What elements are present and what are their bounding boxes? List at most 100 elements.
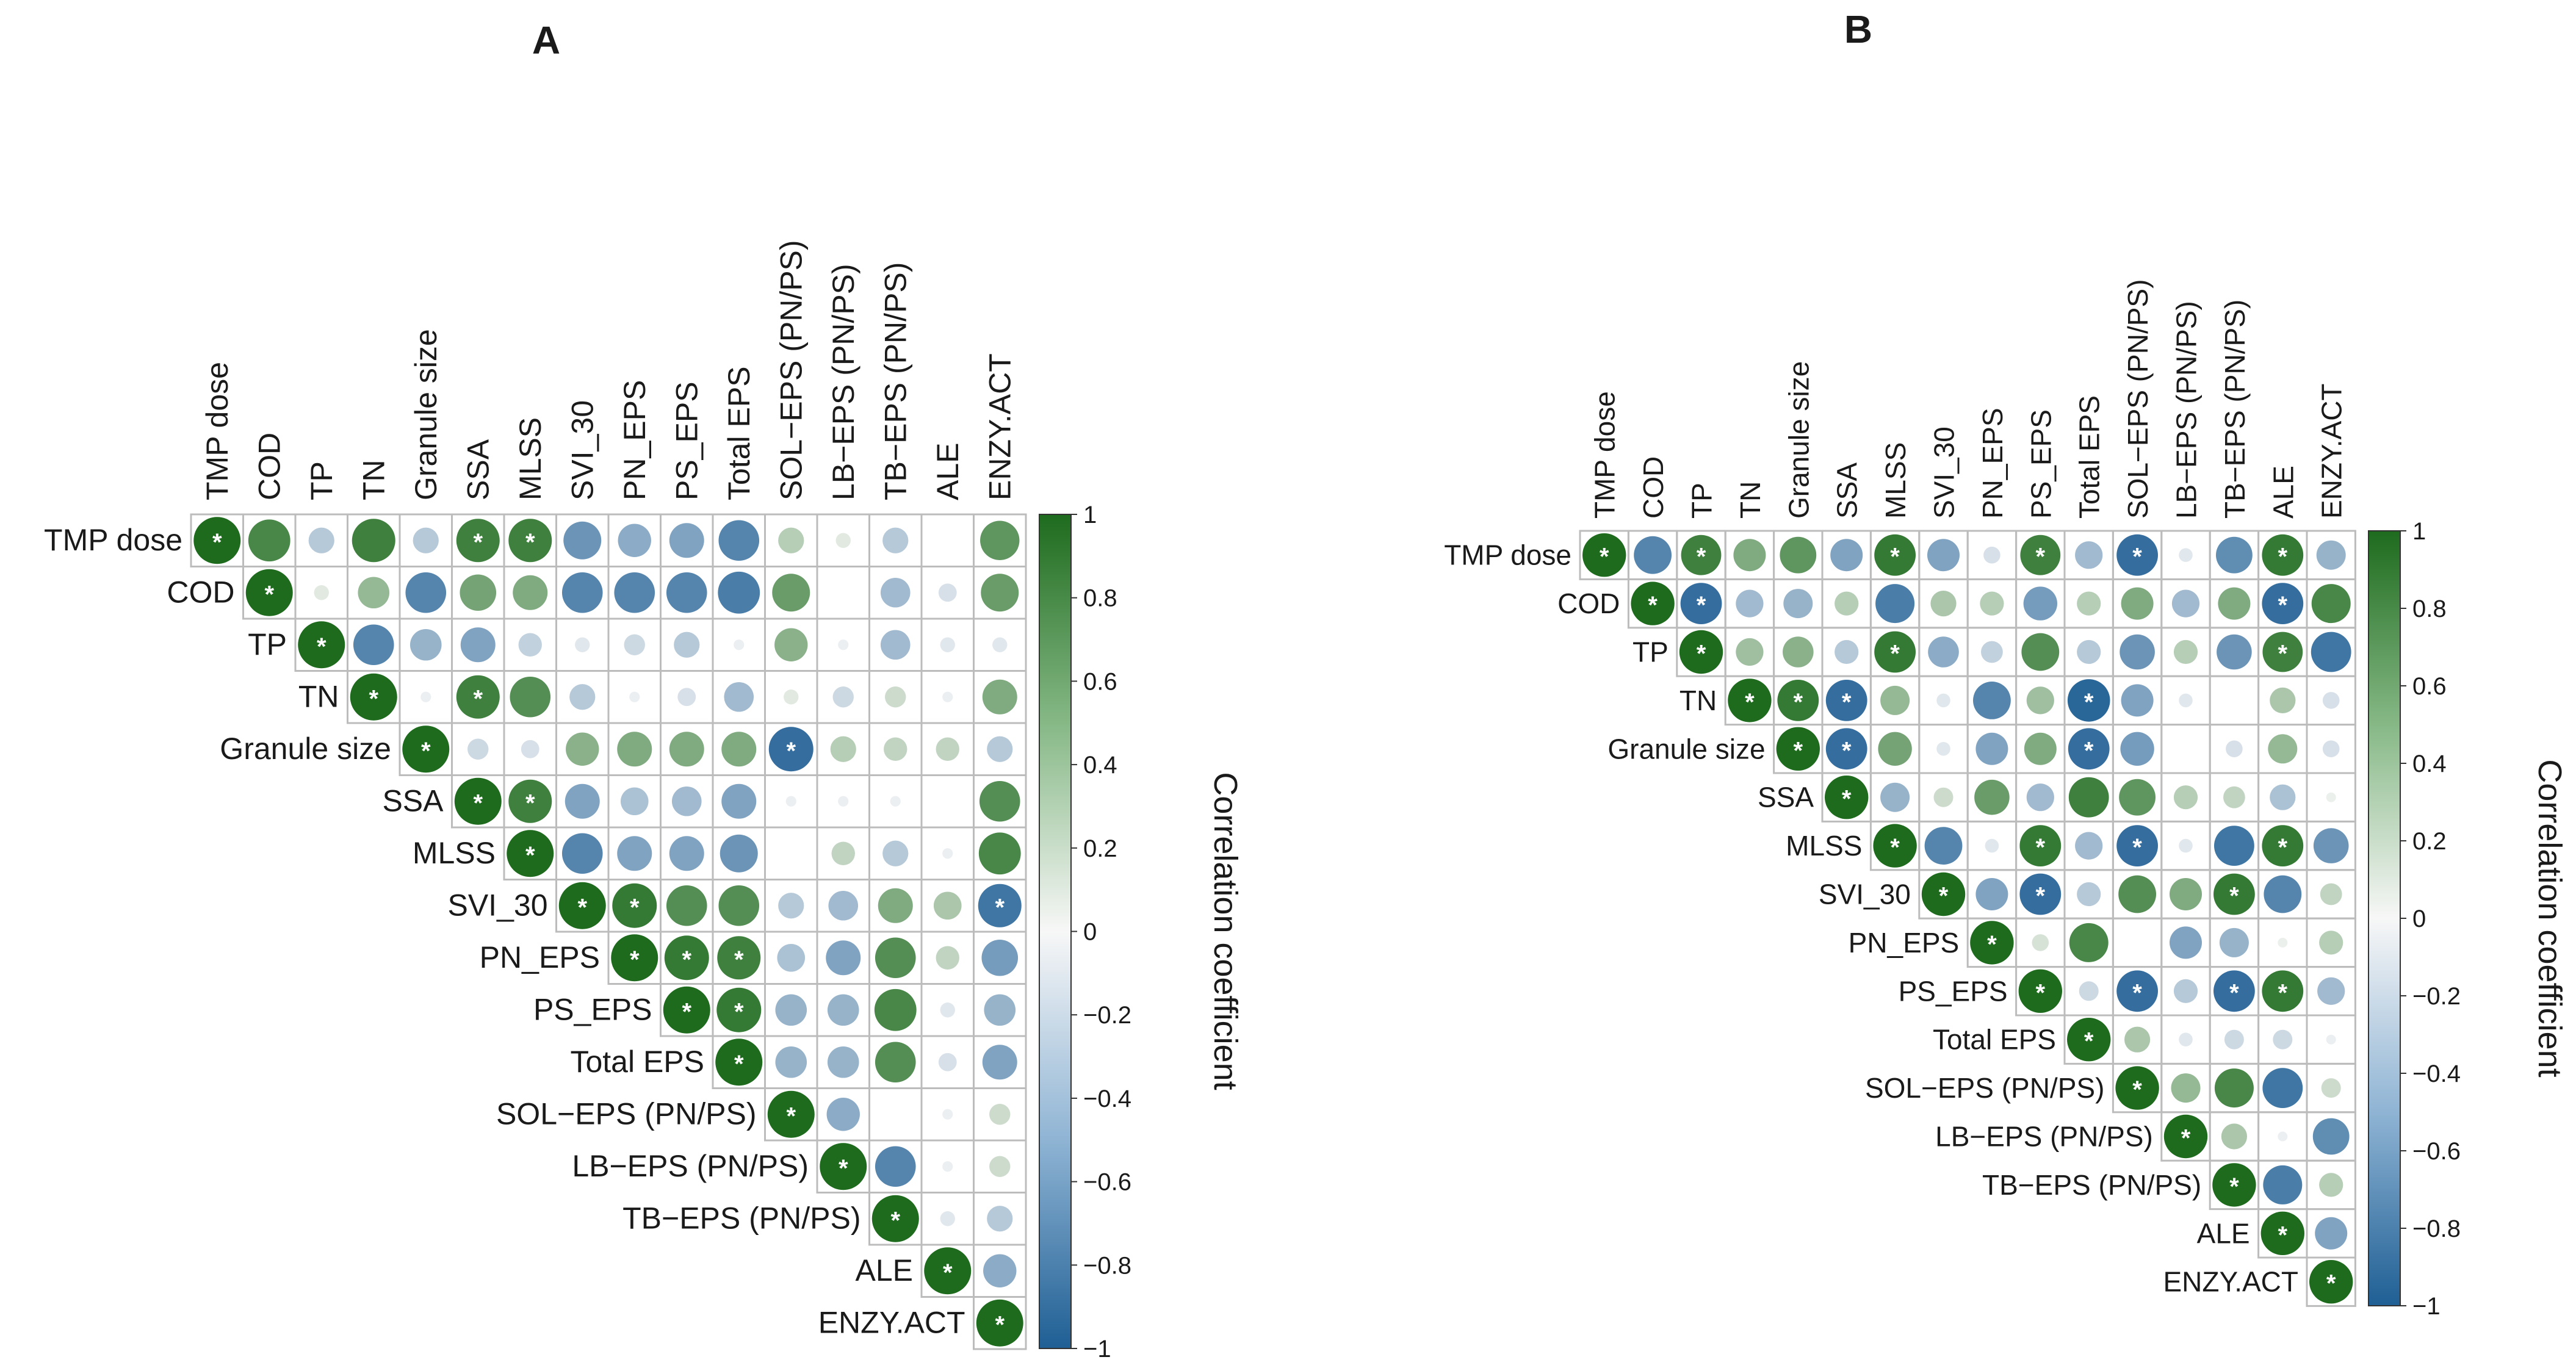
corr-circle-2-15 [992, 637, 1008, 652]
row-label-6: MLSS [1786, 830, 1862, 862]
cell-0-14 [920, 513, 975, 567]
corr-circle-5-12 [838, 796, 849, 807]
column-label-7: SVI_30 [1928, 427, 1960, 519]
significance-star-5-6: * [525, 790, 535, 816]
panel-a-column-labels: TMP dose COD TP TN Granule size SSA MLSS SVI_30… [200, 240, 1017, 500]
panel-b-title: B [1844, 7, 1872, 51]
corr-circle-14-15 [2315, 1217, 2348, 1250]
corr-circle-12-13 [875, 1146, 916, 1187]
corr-circle-1-9 [2023, 586, 2057, 621]
panel-a-legend: Correlation coefficient 1 0.8 0.6 0.4 0.2 0 −0… [1039, 502, 1244, 1363]
panel-a-title: A [532, 18, 560, 62]
corr-circle-7-12 [2170, 878, 2202, 910]
corr-circle-11-14 [2262, 1068, 2303, 1108]
column-label-3: TN [356, 459, 391, 500]
row-label-7: SVI_30 [447, 888, 547, 922]
corr-circle-2-10 [2077, 639, 2101, 664]
significance-star-7-9: * [2036, 883, 2046, 910]
legend-tick-label-1: 0.8 [2412, 596, 2447, 622]
corr-circle-6-8 [617, 836, 652, 871]
row-label-5: SSA [1758, 782, 1814, 813]
corr-circle-3-12 [2179, 693, 2193, 708]
column-label-11: SOL−EPS (PN/PS) [774, 240, 808, 500]
corr-circle-4-9 [669, 732, 704, 767]
significance-star-0-5: * [473, 529, 483, 556]
corr-circle-8-8 [611, 934, 658, 982]
corr-circle-1-4 [405, 572, 447, 613]
corr-circle-10-12 [827, 1046, 859, 1078]
corr-circle-4-11 [768, 727, 814, 772]
corr-circle-8-10 [2069, 923, 2109, 962]
corr-circle-5-10 [2068, 777, 2109, 818]
panel-b-circles: * * * * * * * * * * * * * * * * * * * * * * * * * * * * * * * * * * * * * * [1582, 533, 2353, 1304]
column-label-14: ALE [931, 442, 965, 500]
significance-star-8-8: * [1987, 931, 1997, 958]
significance-star-3-4: * [1794, 689, 1803, 716]
corr-circle-11-15 [989, 1104, 1011, 1125]
corr-circle-1-3 [1736, 589, 1764, 617]
significance-star-2-2: * [317, 633, 327, 660]
corr-circle-3-15 [982, 679, 1017, 715]
legend-tick-label-10: −1 [1083, 1336, 1111, 1363]
corr-circle-6-13 [882, 840, 909, 866]
corr-circle-10-14 [2273, 1029, 2293, 1049]
corr-circle-3-3 [350, 673, 397, 721]
significance-star-0-2: * [1697, 544, 1706, 571]
corr-circle-4-14 [936, 737, 959, 761]
legend-tick-label-10: −1 [2412, 1293, 2441, 1320]
cell-8-11 [2112, 917, 2163, 968]
column-label-13: TB−EPS (PN/PS) [2219, 300, 2251, 519]
corr-circle-5-13 [890, 796, 901, 807]
corr-circle-5-8 [1974, 779, 2010, 815]
corr-circle-13-14 [2263, 1165, 2303, 1204]
corr-circle-10-14 [938, 1053, 957, 1071]
corr-circle-0-0 [193, 517, 241, 564]
corr-circle-1-8 [614, 572, 655, 613]
corr-circle-6-14 [2262, 825, 2304, 866]
significance-star-1-2: * [1697, 592, 1706, 619]
corr-circle-1-1 [1631, 581, 1675, 625]
corr-circle-9-13 [2213, 970, 2255, 1012]
panel-b: B * * * * * ** * ** * ** * * ** * *** * * ** * *** * * *******… [1444, 7, 2568, 1320]
legend-tick-label-6: −0.2 [2412, 983, 2461, 1010]
legend-tick-label-3: 0.4 [2412, 751, 2447, 777]
legend-tick-label-1: 0.8 [1083, 585, 1117, 612]
significance-star-4-4: * [1794, 737, 1803, 764]
corr-circle-8-9 [2032, 934, 2049, 951]
corr-circle-5-7 [1933, 787, 1954, 807]
corr-circle-0-9 [2020, 535, 2061, 575]
corr-circle-8-15 [981, 939, 1019, 976]
legend-tick-label-9: −0.8 [2412, 1215, 2461, 1242]
corr-circle-2-14 [2262, 632, 2303, 672]
legend-tick-label-4: 0.2 [1083, 835, 1117, 862]
corr-circle-5-9 [671, 786, 702, 816]
corr-circle-7-11 [778, 893, 804, 919]
column-label-2: TP [1686, 483, 1718, 519]
legend-tick-label-3: 0.4 [1083, 752, 1117, 779]
corr-circle-0-3 [352, 519, 395, 563]
corr-circle-13-14 [940, 1211, 955, 1226]
row-label-3: TN [298, 679, 339, 713]
corr-circle-6-12 [2179, 838, 2193, 853]
corr-circle-9-11 [2116, 970, 2159, 1012]
row-label-13: TB−EPS (PN/PS) [622, 1201, 860, 1235]
corr-circle-5-5 [454, 777, 502, 825]
corr-circle-13-13 [2212, 1163, 2256, 1207]
legend-tick-label-2: 0.6 [2412, 673, 2447, 700]
column-label-12: LB−EPS (PN/PS) [2171, 301, 2203, 519]
corr-circle-5-9 [2026, 783, 2054, 812]
significance-star-6-9: * [2036, 834, 2046, 861]
column-label-7: SVI_30 [565, 400, 599, 500]
corr-circle-11-13 [2214, 1068, 2254, 1108]
column-label-6: MLSS [1880, 442, 1911, 519]
legend-tick-label-9: −0.8 [1083, 1252, 1131, 1279]
corr-circle-10-11 [775, 1046, 807, 1078]
cell-15-15 [973, 1296, 1027, 1350]
row-label-12: LB−EPS (PN/PS) [572, 1149, 809, 1183]
significance-star-7-8: * [630, 894, 640, 921]
corr-circle-8-15 [2319, 931, 2343, 955]
corr-circle-5-13 [2223, 786, 2245, 808]
column-label-9: PS_EPS [669, 381, 704, 500]
corr-circle-2-6 [1874, 631, 1916, 673]
